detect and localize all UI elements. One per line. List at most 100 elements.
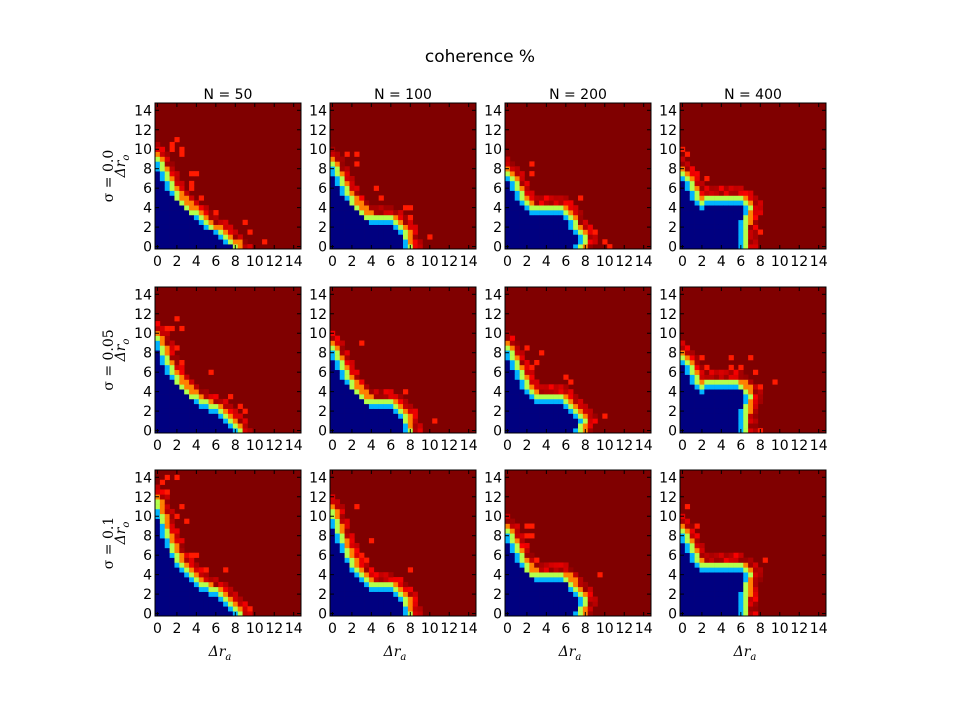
heatmap-cell <box>208 234 214 240</box>
heatmap-cell <box>539 234 545 240</box>
heatmap-cell <box>684 408 691 414</box>
heatmap-cell <box>378 596 384 602</box>
heatmap-cell <box>334 229 341 235</box>
heatmap-cell <box>398 398 404 405</box>
heatmap-cell <box>529 374 535 380</box>
heatmap-cell <box>514 523 520 529</box>
y-tick-label: 14 <box>309 470 327 486</box>
heatmap-cell <box>398 224 404 230</box>
heatmap-cell <box>159 156 166 162</box>
heatmap-cell <box>680 394 686 400</box>
heatmap-cell <box>684 345 691 351</box>
heatmap-cell <box>193 239 200 245</box>
heatmap-cell <box>417 244 423 250</box>
heatmap-cell <box>368 403 375 409</box>
heatmap-cell <box>753 394 759 400</box>
heatmap-cell <box>184 205 190 211</box>
heatmap-cell <box>548 239 554 245</box>
heatmap-cell <box>330 423 336 429</box>
heatmap-cell <box>228 423 234 429</box>
heatmap-cell <box>179 601 185 607</box>
heatmap-cell <box>694 611 700 617</box>
heatmap-cell <box>189 234 195 240</box>
heatmap-cell <box>412 596 418 602</box>
y-tick-label: 10 <box>134 142 152 158</box>
heatmap-cell <box>174 224 180 230</box>
heatmap-cell <box>213 234 219 240</box>
heatmap-cell <box>728 234 734 240</box>
heatmap-cell <box>203 567 209 573</box>
heatmap-cell <box>159 489 166 495</box>
heatmap-cell <box>407 606 414 612</box>
heatmap-cell <box>334 543 341 549</box>
heatmap-cell <box>753 195 759 201</box>
heatmap-cell <box>553 581 559 588</box>
heatmap-cell <box>208 210 214 216</box>
heatmap-cell <box>334 562 341 568</box>
heatmap-cell <box>242 244 248 250</box>
heatmap-cell <box>694 210 700 216</box>
heatmap-cell <box>344 244 350 250</box>
heatmap-cell <box>519 185 525 191</box>
heatmap-cell <box>403 224 409 230</box>
heatmap-cell <box>193 606 200 612</box>
heatmap-cell <box>179 205 185 211</box>
heatmap-cell <box>334 403 341 409</box>
heatmap-cell <box>378 398 384 405</box>
heatmap-cell <box>383 572 389 578</box>
heatmap-cell <box>709 557 715 563</box>
heatmap-cell <box>514 428 520 434</box>
heatmap-cell <box>184 190 190 196</box>
heatmap-cell <box>228 413 234 419</box>
heatmap-cell <box>539 577 545 583</box>
heatmap-cell <box>543 562 550 568</box>
heatmap-cell <box>398 581 404 588</box>
heatmap-cell <box>388 596 394 602</box>
heatmap-cell <box>388 606 394 612</box>
heatmap-cell <box>728 389 734 395</box>
y-tick-label: 2 <box>493 220 502 236</box>
heatmap-cell <box>228 239 234 245</box>
heatmap-cell <box>164 200 170 206</box>
heatmap-cell <box>684 210 691 216</box>
heatmap-cell <box>509 428 516 434</box>
heatmap-cell <box>743 234 749 240</box>
heatmap-cell <box>694 234 700 240</box>
heatmap-cell <box>349 190 355 196</box>
heatmap-cell <box>543 210 550 216</box>
heatmap-cell <box>704 219 710 225</box>
heatmap-cell <box>563 234 569 240</box>
heatmap-cell <box>694 224 700 230</box>
heatmap-cell <box>155 374 161 380</box>
heatmap-cell <box>359 428 365 434</box>
heatmap-cell <box>524 180 530 187</box>
heatmap-cell <box>509 244 516 250</box>
heatmap-cell <box>359 389 365 395</box>
heatmap-cell <box>714 190 720 196</box>
heatmap-cell <box>524 413 530 419</box>
heatmap-cell <box>330 379 336 385</box>
heatmap-cell <box>539 384 545 390</box>
heatmap-cell <box>680 234 686 240</box>
heatmap-cell <box>733 234 739 240</box>
heatmap-cell <box>378 389 384 395</box>
heatmap-cell <box>189 185 195 191</box>
heatmap-cell <box>403 586 409 592</box>
heatmap-cell <box>514 557 520 563</box>
y-tick-label: 12 <box>309 490 327 506</box>
x-tick-label: 10 <box>596 438 614 454</box>
heatmap-cell <box>709 394 715 400</box>
heatmap-cell <box>174 379 180 385</box>
heatmap-cell <box>534 557 540 563</box>
heatmap-cell <box>368 229 375 235</box>
heatmap-cell <box>159 394 166 400</box>
heatmap-cell <box>514 572 520 578</box>
heatmap-cell <box>578 428 584 434</box>
heatmap-cell <box>505 403 511 409</box>
heatmap-cell <box>354 428 360 434</box>
x-tick-label: 10 <box>246 621 264 637</box>
heatmap-cell <box>159 428 166 434</box>
heatmap-cell <box>553 398 559 405</box>
heatmap-cell <box>743 195 749 201</box>
